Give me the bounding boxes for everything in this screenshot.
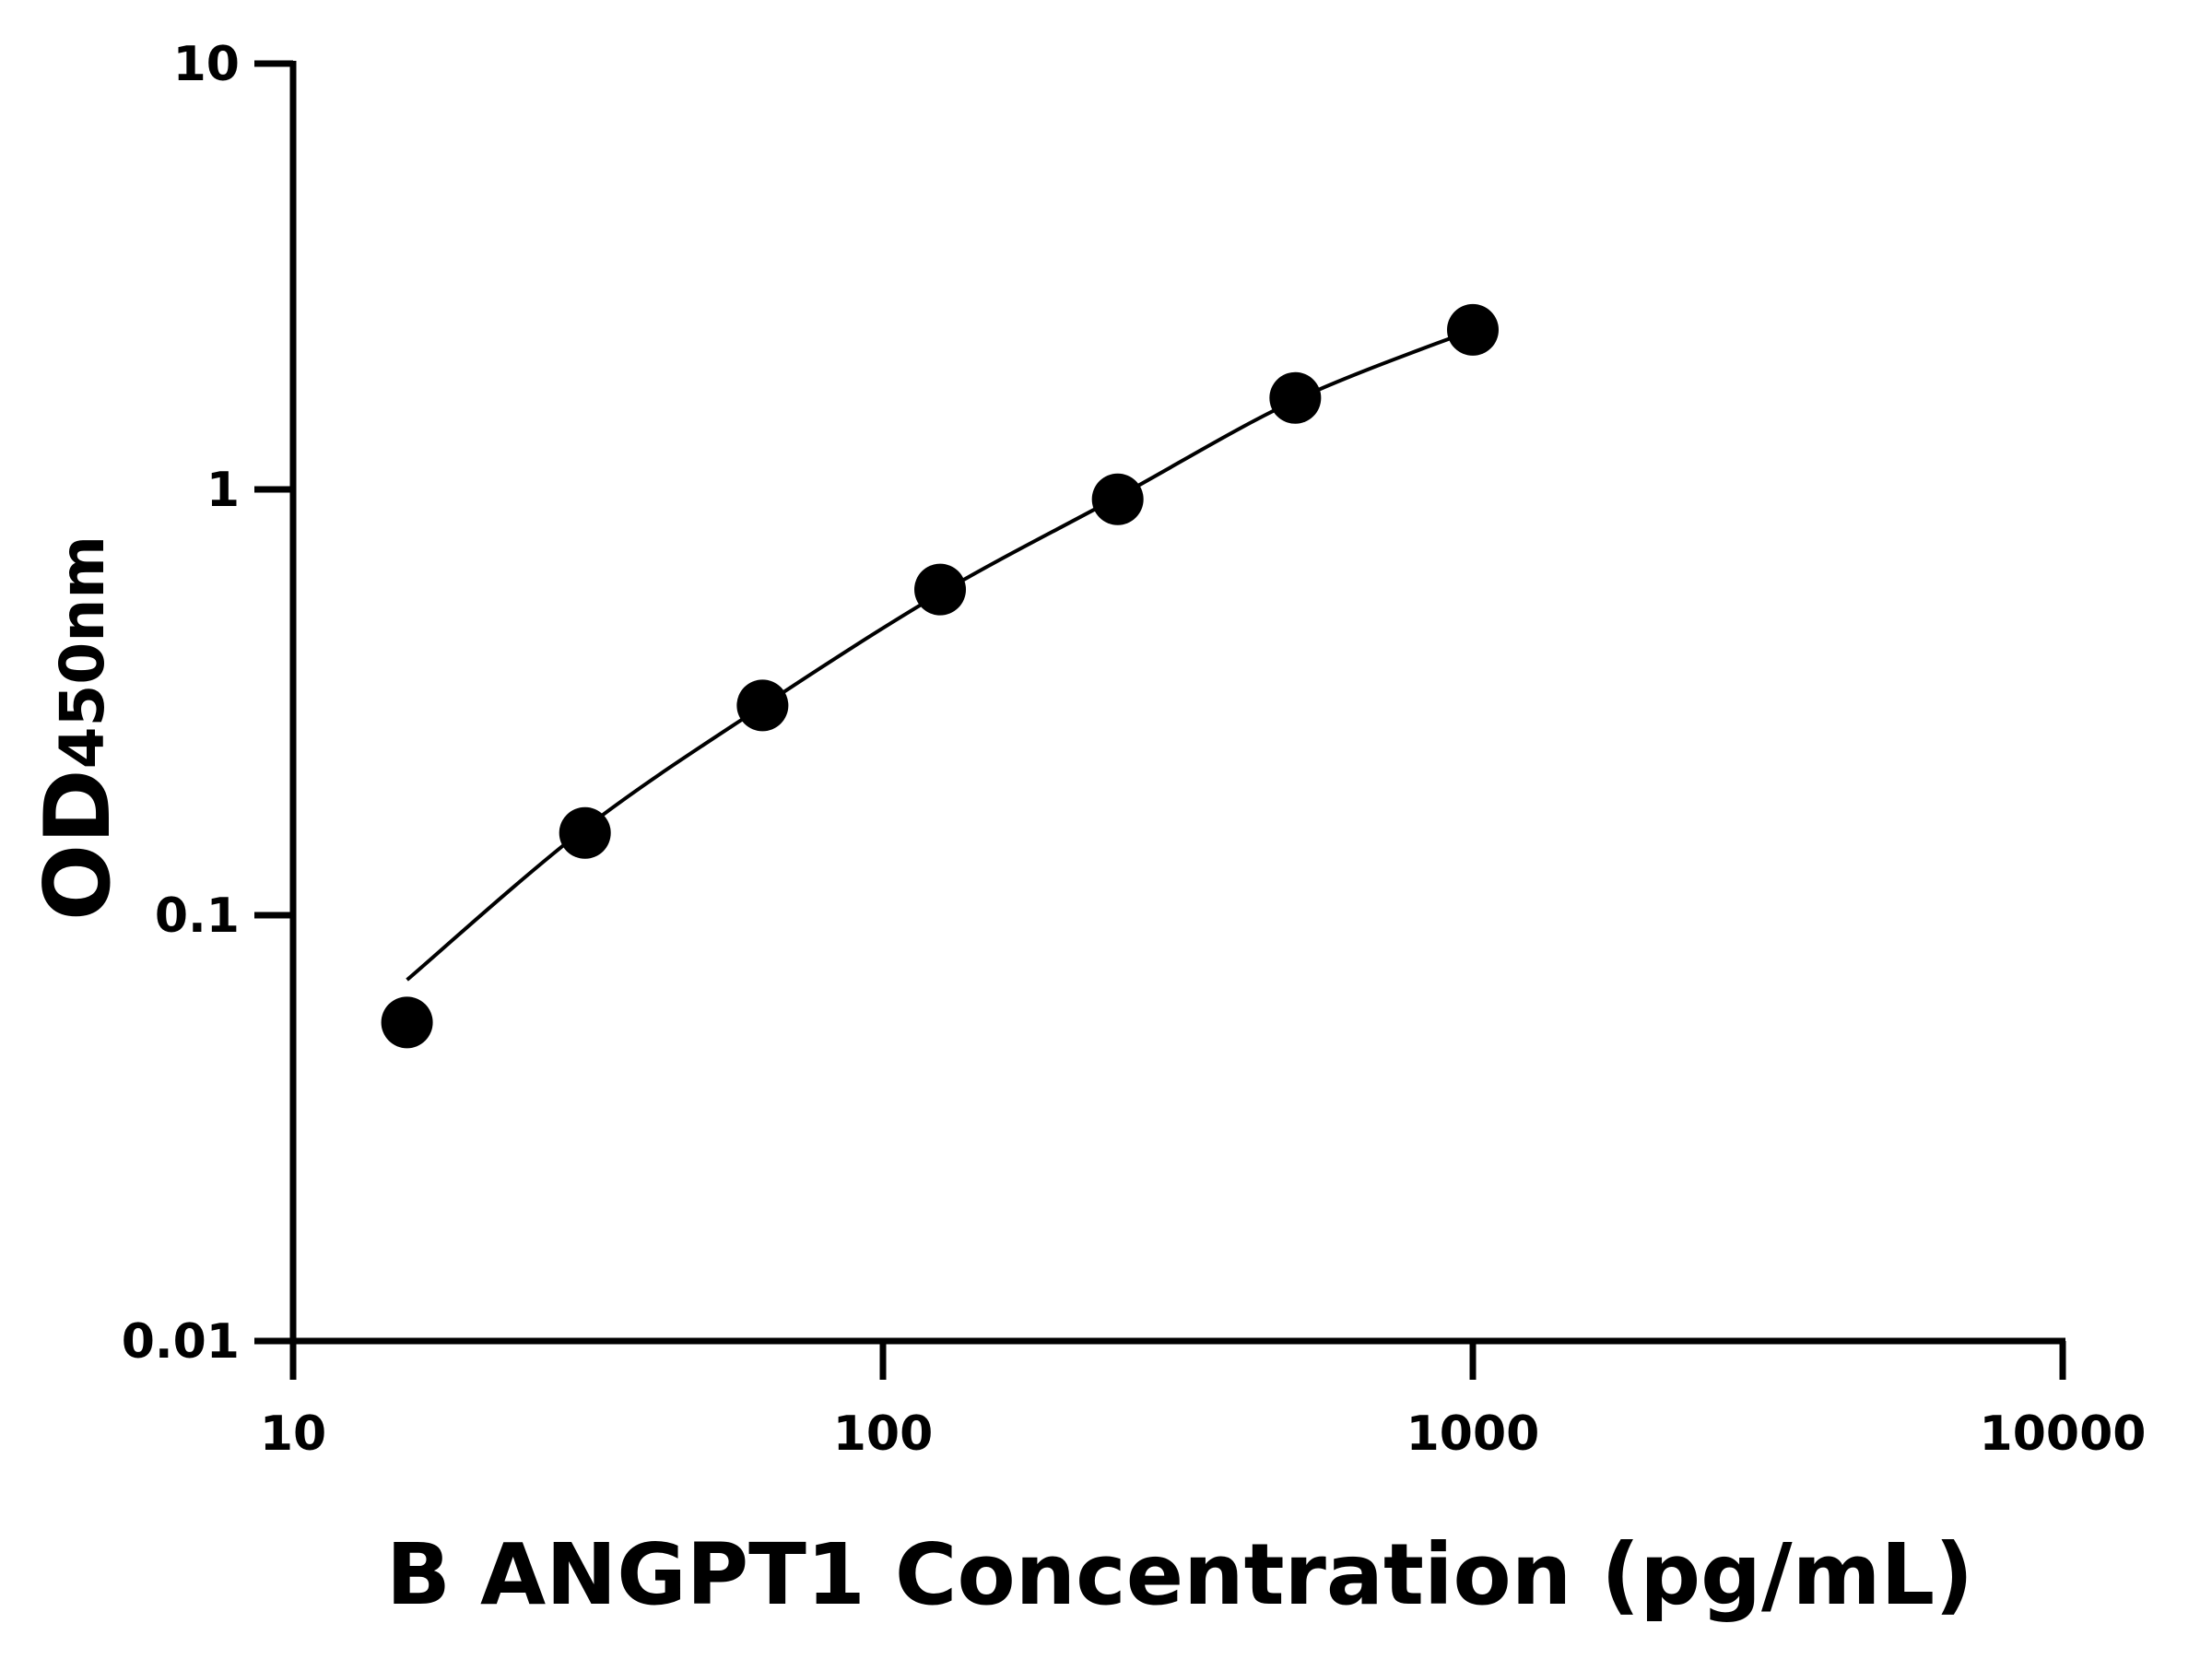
y-tick-label: 0.1 xyxy=(155,888,240,944)
data-point xyxy=(1269,371,1322,424)
x-tick-label: 10000 xyxy=(1980,1406,2147,1462)
x-axis-title: B ANGPT1 Concentration (pg/mL) xyxy=(386,1525,1973,1624)
data-point xyxy=(914,563,967,616)
x-tick-label: 100 xyxy=(833,1406,934,1462)
fit-curve xyxy=(406,328,1474,982)
y-tick-label: 1 xyxy=(206,463,240,518)
data-point xyxy=(736,679,789,732)
data-point xyxy=(559,806,611,859)
y-tick-label: 10 xyxy=(173,37,240,92)
y-axis-title: OD450nm xyxy=(26,535,131,921)
y-axis-title-sub: 450nm xyxy=(47,535,118,770)
x-tick-label: 10 xyxy=(260,1406,326,1462)
data-point xyxy=(381,996,433,1049)
y-tick-label: 0.01 xyxy=(122,1314,240,1370)
x-tick-label: 1000 xyxy=(1406,1406,1540,1462)
data-point xyxy=(1447,303,1499,356)
y-axis-title-main: OD xyxy=(26,769,131,921)
data-point xyxy=(1091,473,1144,525)
